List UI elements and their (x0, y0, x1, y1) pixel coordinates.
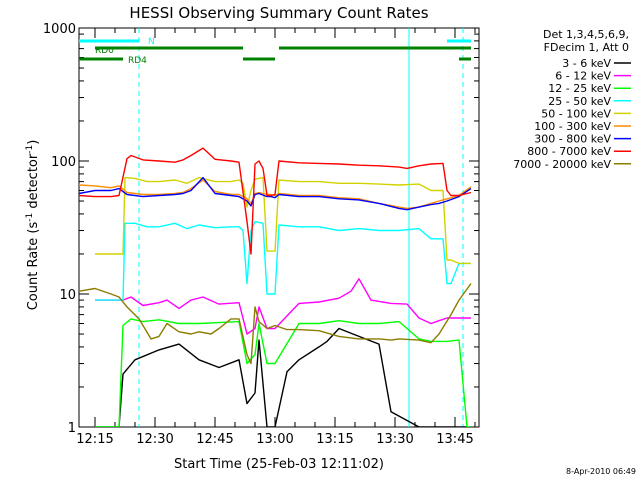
series-line-100-300-kev (79, 179, 472, 210)
x-tick-label: 12:45 (196, 432, 233, 447)
series-line-7000-20000-kev (79, 283, 472, 365)
y-axis-label: Count Rate (s-1 detector-1) (25, 140, 41, 311)
y-tick-label: 10 (59, 288, 76, 303)
plot-area: 1 10 100 1000 12:15 12:30 12:45 13:00 13:15 13:30… (43, 22, 480, 447)
legend: Det 1,3,4,5,6,9, FDecim 1, Att 0 3 - 6 k… (513, 28, 631, 171)
x-tick-label: 13:00 (256, 432, 293, 447)
status-bar-label-rd0: RD0 (95, 46, 114, 56)
x-axis-label: Start Time (25-Feb-03 12:11:02) (174, 457, 384, 472)
generated-timestamp: 8-Apr-2010 06:49 (566, 467, 636, 476)
x-tick-label: 12:30 (136, 432, 173, 447)
x-tick-label: 13:30 (376, 432, 413, 447)
y-tick-label: 1000 (43, 22, 76, 37)
series-line-6-12-kev (95, 278, 471, 335)
series-line-50-100-kev (95, 176, 471, 265)
status-bar-label-rd4: RD4 (128, 56, 147, 66)
legend-entry-label: 3 - 6 keV (562, 57, 611, 70)
legend-entry-label: 50 - 100 keV (541, 107, 611, 120)
status-bar-label-n: N (148, 37, 155, 47)
legend-entry-label: 800 - 7000 keV (527, 145, 611, 158)
chart-title: HESSI Observing Summary Count Rates (129, 4, 428, 22)
legend-entry-label: 25 - 50 keV (548, 95, 611, 108)
legend-header-line-1: Det 1,3,4,5,6,9, (543, 28, 629, 41)
legend-entry-label: 12 - 25 keV (548, 82, 611, 95)
x-tick-label: 13:45 (436, 432, 473, 447)
x-tick-label: 13:15 (316, 432, 353, 447)
series-line-3-6-kev (95, 327, 471, 427)
series-line-300-800-kev (79, 176, 472, 211)
legend-entry-label: 100 - 300 keV (534, 120, 611, 133)
plot-frame (78, 27, 480, 428)
legend-entry-label: 300 - 800 keV (534, 133, 611, 146)
legend-entry-label: 7000 - 20000 keV (513, 158, 611, 171)
x-tick-label: 12:15 (76, 432, 113, 447)
series-line-25-50-kev (95, 220, 471, 301)
y-tick-label: 1 (68, 421, 76, 436)
y-tick-label: 100 (51, 155, 76, 170)
legend-entry-label: 6 - 12 keV (555, 70, 611, 83)
series-line-12-25-kev (95, 318, 471, 427)
legend-header-line-2: FDecim 1, Att 0 (544, 41, 629, 54)
series-line-800-7000-kev (79, 147, 472, 255)
